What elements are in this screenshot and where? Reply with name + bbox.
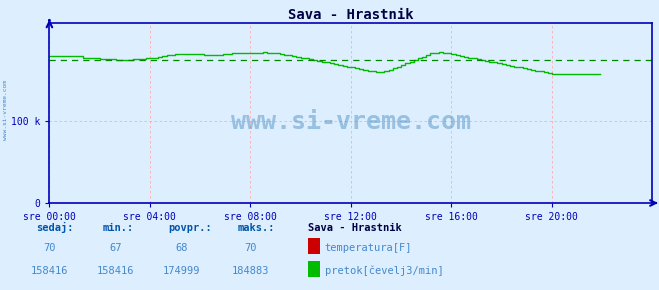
Text: temperatura[F]: temperatura[F] [325, 243, 413, 253]
Text: www.si-vreme.com: www.si-vreme.com [3, 80, 8, 140]
Text: 68: 68 [175, 243, 187, 253]
Text: min.:: min.: [102, 222, 133, 233]
Text: 184883: 184883 [232, 266, 269, 276]
Text: www.si-vreme.com: www.si-vreme.com [231, 110, 471, 134]
Text: povpr.:: povpr.: [168, 222, 212, 233]
Text: 174999: 174999 [163, 266, 200, 276]
Text: 70: 70 [43, 243, 55, 253]
Text: 158416: 158416 [31, 266, 68, 276]
Text: pretok[čevelj3/min]: pretok[čevelj3/min] [325, 266, 444, 276]
Text: Sava - Hrastnik: Sava - Hrastnik [308, 222, 402, 233]
Text: 158416: 158416 [97, 266, 134, 276]
Text: sedaj:: sedaj: [36, 222, 74, 233]
Text: 67: 67 [109, 243, 121, 253]
Title: Sava - Hrastnik: Sava - Hrastnik [288, 8, 414, 22]
Text: maks.:: maks.: [237, 222, 275, 233]
Text: 70: 70 [244, 243, 256, 253]
